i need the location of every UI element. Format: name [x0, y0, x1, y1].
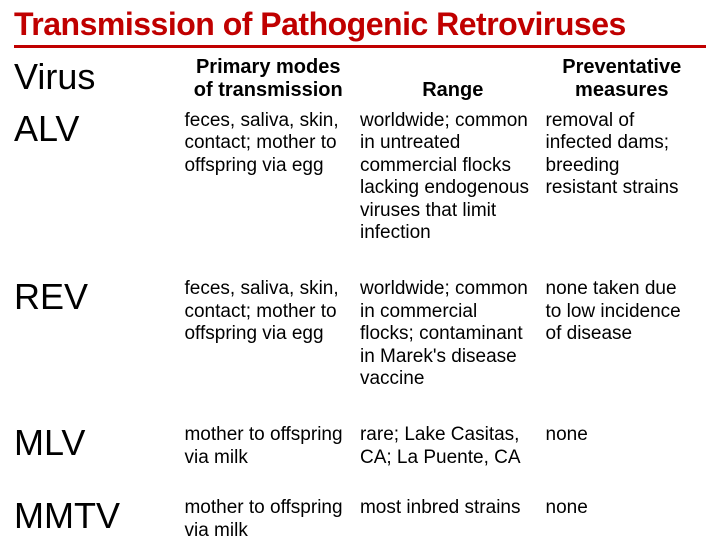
transmission: feces, saliva, skin, contact; mother to …: [184, 106, 360, 244]
transmission: mother to offspring via milk: [184, 420, 360, 469]
table-row: ALV feces, saliva, skin, contact; mother…: [14, 106, 706, 244]
range: most inbred strains: [360, 493, 546, 542]
prevent: none taken due to low incidence of disea…: [546, 274, 706, 390]
range: rare; Lake Casitas, CA; La Puente, CA: [360, 420, 546, 469]
header-transmission: Primary modes of transmission: [184, 56, 360, 106]
prevent: removal of infected dams; breeding resis…: [546, 106, 706, 244]
range: worldwide; common in untreated commercia…: [360, 106, 546, 244]
virus-name: ALV: [14, 106, 184, 244]
table-row: MMTV mother to offspring via milk most i…: [14, 493, 706, 542]
transmission: mother to offspring via milk: [184, 493, 360, 542]
header-prevent: Preventative measures: [546, 56, 706, 106]
row-gap: [14, 469, 706, 493]
retrovirus-table: Virus Primary modes of transmission Rang…: [14, 56, 706, 542]
prevent: none: [546, 420, 706, 469]
slide-title: Transmission of Pathogenic Retroviruses: [14, 6, 706, 48]
header-virus: Virus: [14, 56, 184, 106]
transmission: feces, saliva, skin, contact; mother to …: [184, 274, 360, 390]
prevent: none: [546, 493, 706, 542]
row-gap: [14, 244, 706, 274]
virus-name: REV: [14, 274, 184, 390]
table-row: MLV mother to offspring via milk rare; L…: [14, 420, 706, 469]
virus-name: MLV: [14, 420, 184, 469]
header-range: Range: [360, 56, 546, 106]
virus-name: MMTV: [14, 493, 184, 542]
row-gap: [14, 390, 706, 420]
range: worldwide; common in commercial flocks; …: [360, 274, 546, 390]
table-row: REV feces, saliva, skin, contact; mother…: [14, 274, 706, 390]
